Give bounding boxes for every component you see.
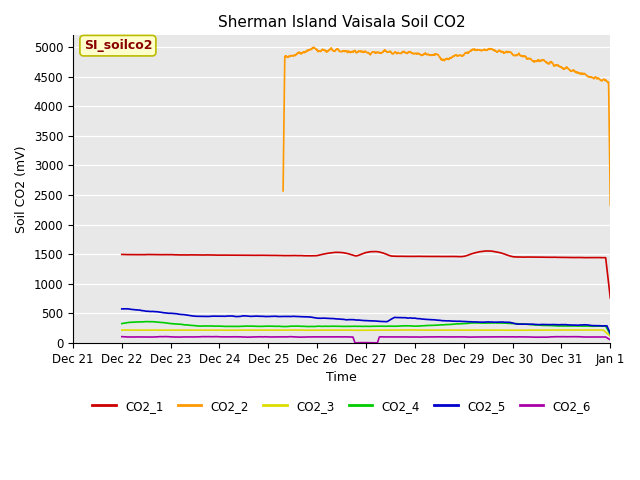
Title: Sherman Island Vaisala Soil CO2: Sherman Island Vaisala Soil CO2 [218, 15, 465, 30]
Y-axis label: Soil CO2 (mV): Soil CO2 (mV) [15, 145, 28, 233]
Text: SI_soilco2: SI_soilco2 [84, 39, 152, 52]
Legend: CO2_1, CO2_2, CO2_3, CO2_4, CO2_5, CO2_6: CO2_1, CO2_2, CO2_3, CO2_4, CO2_5, CO2_6 [87, 395, 596, 417]
X-axis label: Time: Time [326, 371, 357, 384]
